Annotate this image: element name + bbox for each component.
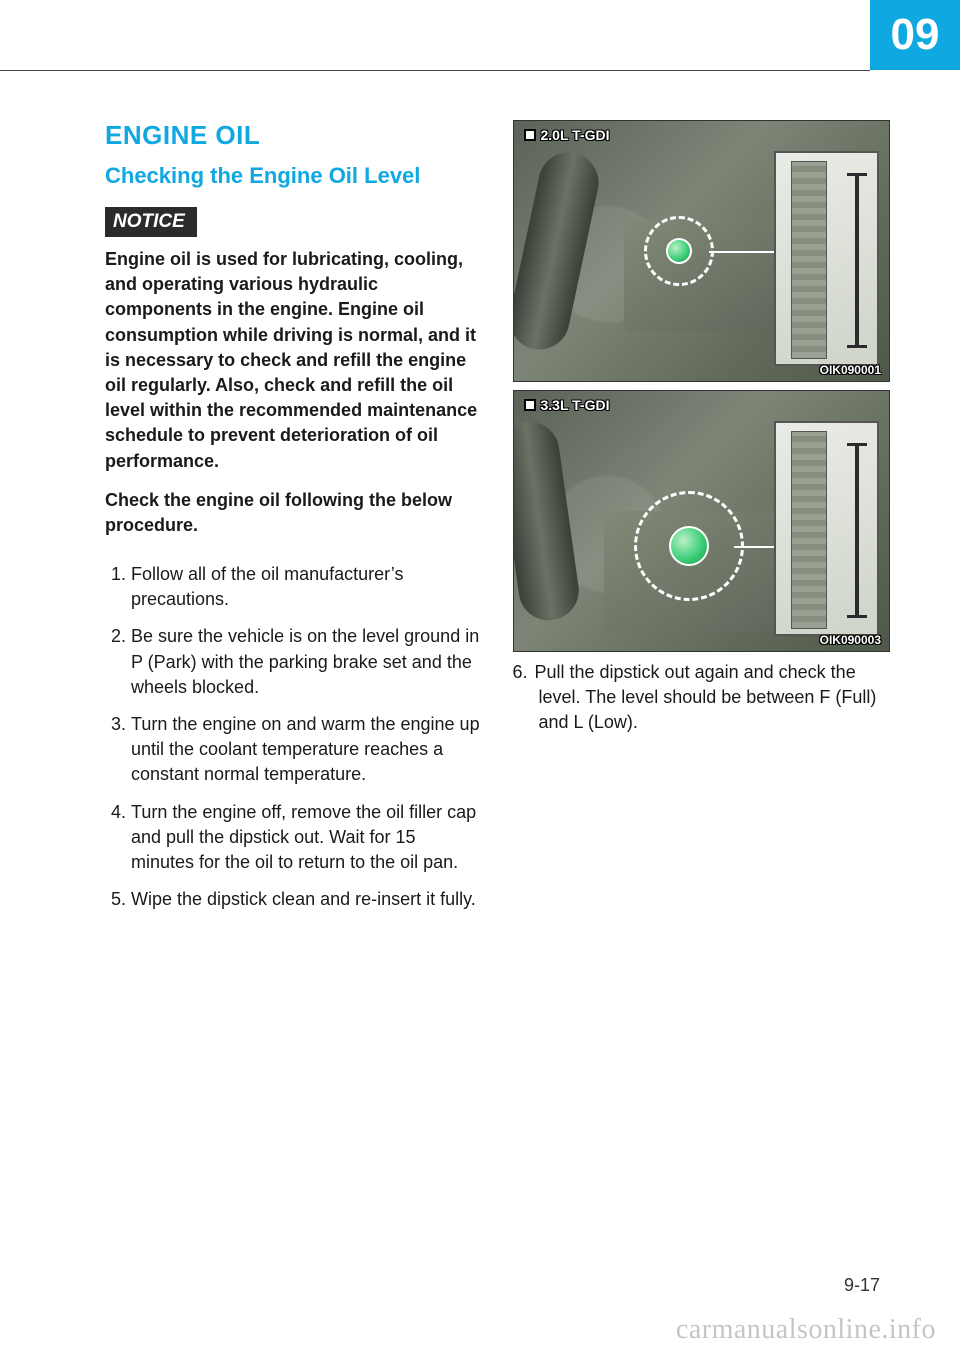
figure-1-code: OIK090001 <box>820 363 881 377</box>
dipstick-gauge-icon <box>855 173 859 348</box>
step-4: Turn the engine off, remove the oil fill… <box>131 800 483 876</box>
notice-body-1: Engine oil is used for lubricating, cool… <box>105 247 483 474</box>
figure-1-label-text: 2.0L T-GDI <box>541 127 610 143</box>
square-bullet-icon <box>524 399 536 411</box>
dipstick-cap-icon <box>669 526 709 566</box>
chapter-tab: 09 <box>870 0 960 70</box>
step-5: Wipe the dipstick clean and re-insert it… <box>131 887 483 912</box>
dipstick-inset <box>774 151 879 366</box>
procedure-list: Follow all of the oil manufacturer’s pre… <box>105 562 483 912</box>
dipstick-gauge-icon <box>855 443 859 618</box>
dipstick-cap-icon <box>666 238 692 264</box>
watermark: carmanualsonline.info <box>676 1314 936 1346</box>
square-bullet-icon <box>524 129 536 141</box>
dipstick-sleeve-icon <box>791 161 827 359</box>
section-subheading: Checking the Engine Oil Level <box>105 163 483 189</box>
left-column: ENGINE OIL Checking the Engine Oil Level… <box>105 120 483 924</box>
step-2: Be sure the vehicle is on the level grou… <box>131 624 483 700</box>
step-3: Turn the engine on and warm the engine u… <box>131 712 483 788</box>
step-6-number: 6. <box>513 660 535 685</box>
right-column: 2.0L T-GDI OIK090001 3.3L T-GDI OIK09000… <box>513 120 891 924</box>
dipstick-sleeve-icon <box>791 431 827 629</box>
figure-2-label-text: 3.3L T-GDI <box>541 397 610 413</box>
figure-2-label: 3.3L T-GDI <box>524 397 610 413</box>
step-6: 6.Pull the dipstick out again and check … <box>513 660 891 736</box>
notice-label: NOTICE <box>105 207 197 237</box>
step-6-text: Pull the dipstick out again and check th… <box>535 662 877 732</box>
page-content: ENGINE OIL Checking the Engine Oil Level… <box>105 120 890 924</box>
engine-figure-2: 3.3L T-GDI OIK090003 <box>513 390 891 652</box>
section-heading: ENGINE OIL <box>105 120 483 151</box>
notice-body-2: Check the engine oil following the below… <box>105 488 483 538</box>
dipstick-inset <box>774 421 879 636</box>
figure-1-label: 2.0L T-GDI <box>524 127 610 143</box>
page-number: 9-17 <box>844 1275 880 1296</box>
step-1: Follow all of the oil manufacturer’s pre… <box>131 562 483 612</box>
header-rule <box>0 70 870 71</box>
engine-figure-1: 2.0L T-GDI OIK090001 <box>513 120 891 382</box>
figure-2-code: OIK090003 <box>820 633 881 647</box>
